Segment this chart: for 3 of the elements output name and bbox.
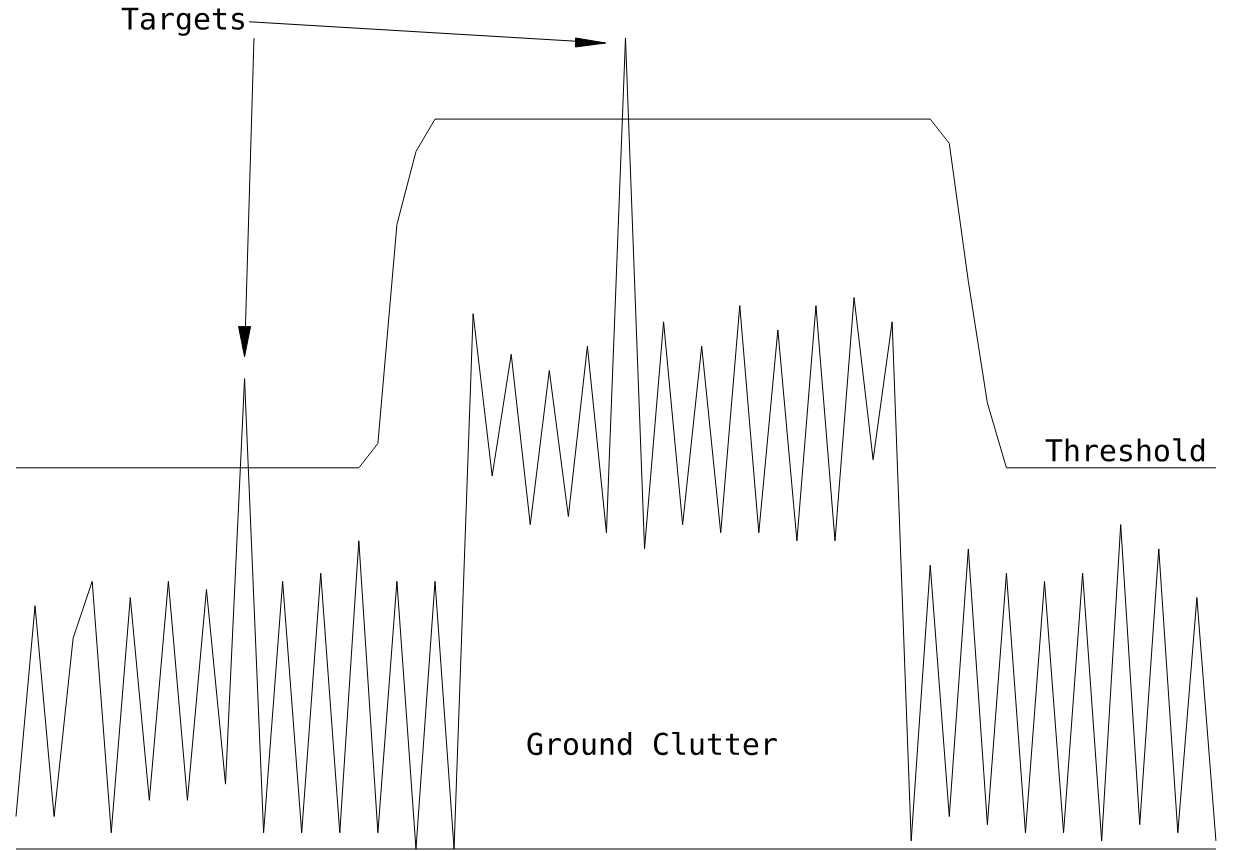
text: Targets <box>121 7 244 36</box>
annotation: Ground Clutter <box>527 731 777 756</box>
annotation: Threshold <box>1045 438 1205 462</box>
